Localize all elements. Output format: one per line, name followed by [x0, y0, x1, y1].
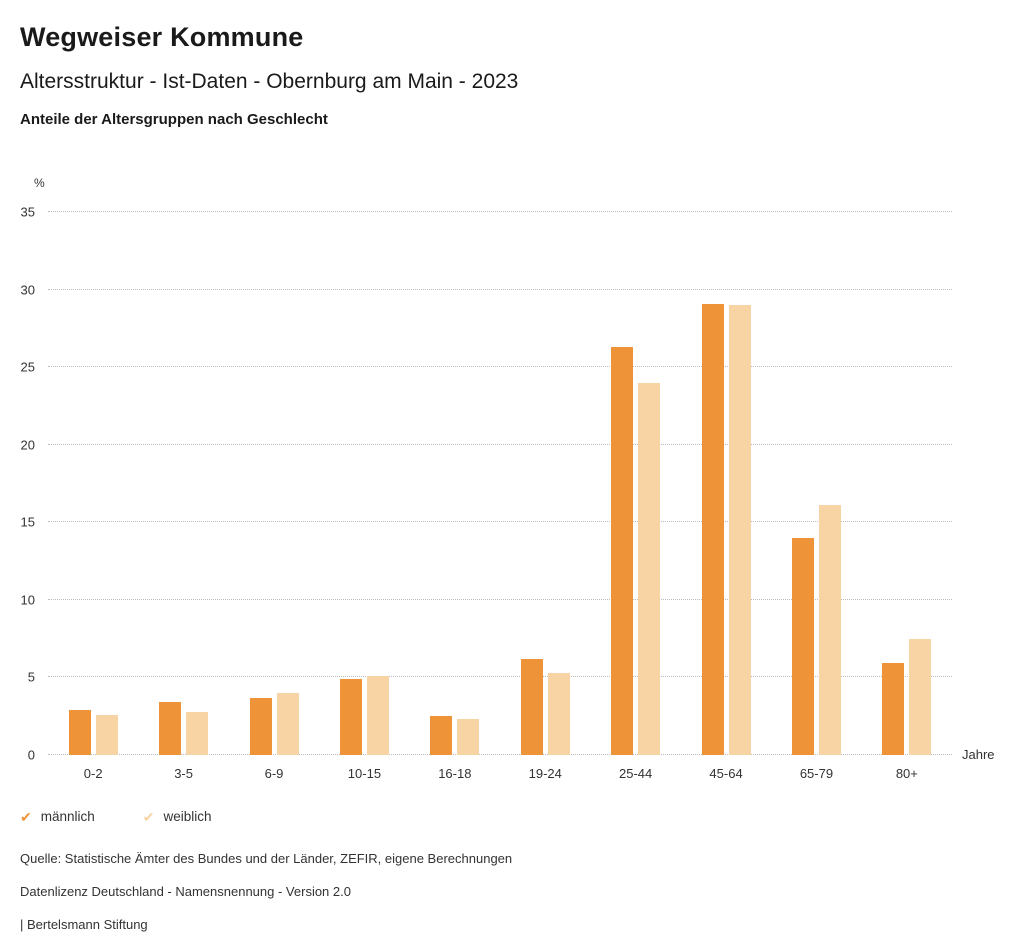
bar-chart: % Jahre 0 5 10 15 20 25 30 35 0-2 3-5 6-9 10-15 16-… [21, 176, 995, 781]
gridline-35 [48, 211, 952, 212]
x-tick-label-65-79: 65-79 [799, 766, 834, 781]
y-tick-label-10: 10 [20, 592, 35, 608]
legend: ✔ männlich ✔ weiblich [20, 809, 1024, 824]
bar-group-0-2 [48, 212, 138, 755]
bar-group-6-9 [229, 212, 319, 755]
x-tick-label-19-24: 19-24 [528, 766, 562, 781]
gridline-10 [48, 598, 952, 600]
bar-groups [48, 212, 952, 755]
footer: Quelle: Statistische Ämter des Bundes un… [20, 851, 1024, 932]
bar-maennlich-0-2 [68, 710, 91, 755]
chart-subtitle: Altersstruktur - Ist-Daten - Obernburg a… [20, 70, 519, 93]
x-tick-label-6-9: 6-9 [264, 766, 284, 781]
bar-group-80+ [862, 212, 952, 755]
legend-item-weiblich[interactable]: ✔ weiblich [143, 809, 212, 824]
plot-area: Jahre 0 5 10 15 20 25 30 35 [21, 206, 995, 763]
bar-weiblich-19-24 [547, 672, 570, 755]
bar-maennlich-80+ [882, 663, 905, 755]
y-tick-label-30: 30 [20, 282, 35, 298]
bar-weiblich-16-18 [457, 719, 480, 755]
bar-maennlich-45-64 [701, 303, 724, 755]
legend-item-maennlich[interactable]: ✔ männlich [20, 809, 95, 824]
bar-maennlich-10-15 [339, 678, 362, 755]
gridline-15 [48, 521, 952, 523]
gridline-30 [48, 288, 952, 290]
bar-group-16-18 [410, 212, 500, 755]
bar-weiblich-6-9 [276, 692, 299, 755]
publisher-note: | Bertelsmann Stiftung [20, 917, 148, 932]
bar-maennlich-19-24 [520, 658, 543, 755]
chart-caption: Anteile der Altersgruppen nach Geschlech… [20, 111, 328, 128]
x-axis-labels: 0-2 3-5 6-9 10-15 16-18 19-24 25-44 45-64 65-79 8… [48, 766, 952, 781]
y-tick-label-0: 0 [27, 747, 35, 763]
x-axis-unit-label: Jahre [962, 747, 995, 762]
bar-weiblich-3-5 [186, 711, 209, 755]
x-tick-label-10-15: 10-15 [347, 766, 382, 781]
bar-weiblich-80+ [909, 638, 932, 755]
bar-weiblich-10-15 [366, 675, 389, 755]
bar-maennlich-25-44 [611, 346, 634, 755]
bar-group-19-24 [500, 212, 590, 755]
x-tick-label-45-64: 45-64 [709, 766, 743, 781]
bar-group-10-15 [319, 212, 409, 755]
bar-group-25-44 [590, 212, 680, 755]
gridline-25 [48, 366, 952, 368]
bar-weiblich-65-79 [818, 505, 841, 755]
bar-weiblich-45-64 [728, 305, 751, 755]
source-note: Quelle: Statistische Ämter des Bundes un… [20, 851, 513, 866]
bar-maennlich-6-9 [249, 697, 272, 755]
y-axis-unit-label: % [34, 176, 45, 190]
gridline-0 [48, 754, 952, 755]
legend-label: männlich [40, 809, 95, 824]
gridline-5 [48, 676, 952, 678]
bar-weiblich-0-2 [95, 714, 118, 755]
bar-group-45-64 [681, 212, 771, 755]
bar-group-65-79 [771, 212, 861, 755]
y-tick-label-25: 25 [20, 359, 35, 375]
gridline-20 [48, 443, 952, 445]
legend-label: weiblich [163, 809, 212, 824]
y-tick-label-5: 5 [27, 669, 35, 685]
bar-maennlich-65-79 [791, 537, 814, 755]
check-icon: ✔ [20, 808, 32, 825]
check-icon: ✔ [142, 808, 155, 825]
bar-maennlich-16-18 [430, 716, 453, 755]
x-tick-label-3-5: 3-5 [174, 766, 193, 781]
x-tick-label-25-44: 25-44 [619, 766, 653, 781]
license-note: Datenlizenz Deutschland - Namensnennung … [20, 884, 351, 899]
bar-weiblich-25-44 [638, 382, 661, 755]
bar-maennlich-3-5 [159, 702, 182, 755]
page-title: Wegweiser Kommune [20, 22, 304, 52]
header: Wegweiser Kommune Altersstruktur - Ist-D… [0, 0, 1024, 128]
x-tick-label-16-18: 16-18 [438, 766, 472, 781]
y-tick-label-15: 15 [20, 514, 35, 530]
y-tick-label-35: 35 [20, 204, 35, 220]
y-tick-label-20: 20 [20, 437, 35, 453]
bar-group-3-5 [138, 212, 228, 755]
x-tick-label-80+: 80+ [895, 766, 918, 781]
x-tick-label-0-2: 0-2 [83, 766, 103, 781]
